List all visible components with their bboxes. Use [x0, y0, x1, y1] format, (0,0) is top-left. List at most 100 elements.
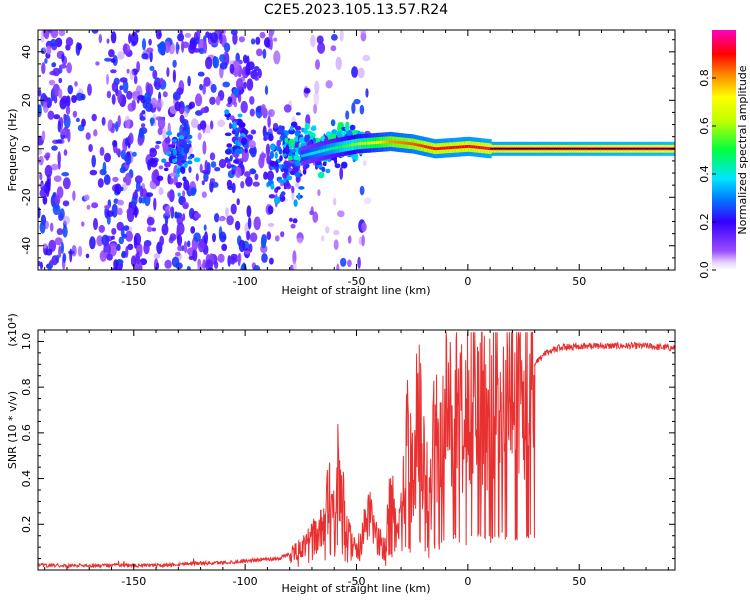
heatmap-cell — [230, 253, 238, 260]
heatmap-cell — [227, 255, 231, 267]
heatmap-cell — [177, 192, 181, 197]
heatmap-cell — [188, 103, 193, 110]
heatmap-cell — [198, 38, 205, 52]
heatmap-cell — [119, 85, 124, 91]
heatmap-cell — [84, 194, 90, 201]
heatmap-cell — [249, 145, 257, 158]
heatmap-cell — [60, 242, 64, 254]
heatmap-cell — [203, 76, 211, 87]
heatmap-cell — [349, 124, 356, 131]
y-tick-label: -20 — [20, 188, 33, 206]
heatmap-cell — [314, 80, 320, 94]
heatmap-cell — [65, 105, 71, 115]
heatmap-cell — [53, 95, 58, 104]
heatmap-cell — [139, 185, 144, 198]
heatmap-cell — [243, 81, 247, 89]
heatmap-cell — [58, 245, 62, 258]
heatmap-cell — [137, 94, 146, 101]
heatmap-cell — [169, 177, 174, 185]
heatmap-cell — [312, 211, 319, 223]
heatmap-cell — [42, 46, 47, 52]
heatmap-cell — [407, 142, 410, 145]
heatmap-cell — [210, 32, 218, 44]
heatmap-cell — [300, 154, 303, 158]
heatmap-cell — [219, 54, 226, 63]
heatmap-cell — [62, 225, 68, 238]
heatmap-cell — [375, 141, 378, 144]
heatmap-cell — [117, 259, 124, 265]
heatmap-cell — [167, 191, 171, 199]
heatmap-cell — [141, 110, 146, 115]
heatmap-cell — [187, 140, 192, 145]
heatmap-cell — [140, 123, 146, 128]
heatmap-cell — [280, 179, 287, 184]
heatmap-cell — [224, 42, 231, 53]
heatmap-cell — [317, 164, 323, 168]
heatmap-cell — [368, 141, 371, 145]
heatmap-cell — [155, 140, 162, 145]
heatmap-cell — [187, 160, 193, 165]
heatmap-cell — [57, 121, 61, 133]
heatmap-cell — [259, 31, 266, 39]
heatmap-cell — [464, 145, 467, 148]
spectrogram-y-ticks: -40 -20 0 20 40 — [20, 39, 675, 271]
heatmap-cell — [38, 148, 43, 155]
colorbar-ticks: 0.0 0.2 0.4 0.6 0.8 — [698, 69, 716, 279]
heatmap-cell — [231, 130, 236, 135]
heatmap-cell — [331, 129, 338, 135]
spectrogram-x-ticks: -150 -100 -50 0 50 — [44, 30, 669, 288]
heatmap-cell — [101, 116, 106, 126]
heatmap-cell — [50, 30, 59, 39]
heatmap-cell — [302, 168, 307, 175]
heatmap-cell — [161, 158, 167, 163]
heatmap-cell — [313, 103, 318, 115]
heatmap-cell — [136, 60, 141, 73]
heatmap-cell — [245, 62, 250, 76]
x-tick-label: -150 — [121, 275, 146, 288]
heatmap-cell — [168, 144, 175, 148]
spectrogram-panel: -150 -100 -50 0 50 -40 -20 0 20 40 Height of str… — [6, 29, 676, 297]
heatmap-cell — [205, 124, 211, 134]
heatmap-cell — [175, 182, 182, 189]
heatmap-cell — [141, 53, 149, 60]
heatmap-cell — [229, 63, 235, 74]
heatmap-cell — [156, 98, 164, 108]
heatmap-cell — [237, 113, 243, 118]
heatmap-cell — [402, 141, 405, 145]
heatmap-cell — [65, 37, 74, 47]
heatmap-cell — [267, 205, 274, 215]
heatmap-cell — [325, 80, 333, 89]
heatmap-cell — [182, 203, 189, 209]
heatmap-cell — [44, 164, 53, 178]
spectrogram-x-label: Height of straight line (km) — [281, 284, 430, 297]
heatmap-cell — [158, 165, 164, 170]
heatmap-cell — [292, 260, 297, 270]
heatmap-cell — [77, 245, 83, 257]
heatmap-cell — [195, 36, 200, 45]
heatmap-cell — [146, 47, 154, 53]
y-tick-label: 0.2 — [20, 516, 33, 534]
heatmap-cell — [42, 195, 48, 204]
heatmap-cell — [40, 30, 45, 43]
x-tick-label: -100 — [233, 575, 258, 588]
heatmap-cell — [135, 251, 141, 265]
heatmap-cell — [182, 176, 187, 182]
heatmap-cell — [477, 145, 480, 149]
heatmap-cell — [276, 186, 281, 190]
heatmap-cell — [244, 148, 248, 154]
x-tick-label: -150 — [121, 575, 146, 588]
heatmap-cell — [365, 88, 369, 98]
heatmap-cell — [230, 203, 237, 215]
heatmap-cell — [168, 189, 175, 203]
heatmap-cell — [351, 66, 359, 78]
heatmap-cell — [316, 35, 324, 44]
heatmap-cell — [289, 125, 294, 131]
heatmap-cell — [238, 36, 245, 43]
x-tick-label: -50 — [348, 275, 366, 288]
heatmap-cell — [235, 52, 240, 63]
heatmap-cell — [134, 175, 143, 184]
heatmap-cell — [345, 110, 350, 120]
heatmap-cell — [190, 226, 196, 234]
heatmap-cell — [106, 253, 113, 261]
heatmap-cell — [91, 202, 99, 209]
